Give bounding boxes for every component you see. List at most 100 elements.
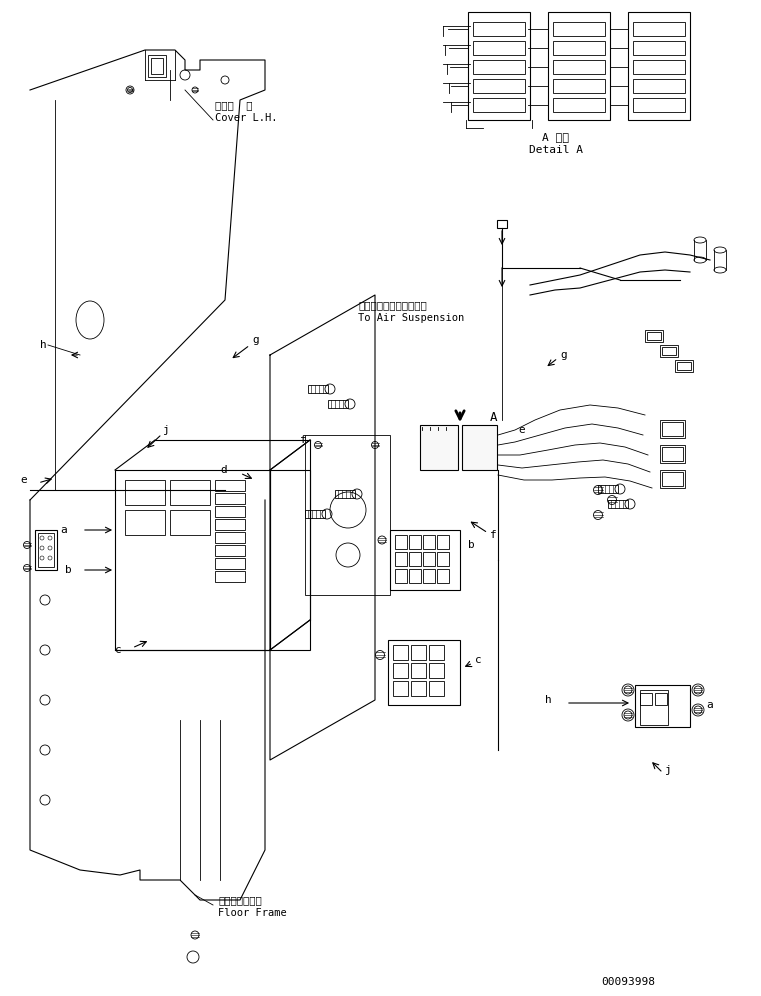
Bar <box>437 552 449 566</box>
Text: c: c <box>475 655 482 665</box>
Bar <box>662 347 676 355</box>
Bar <box>215 493 245 504</box>
Bar <box>393 663 408 678</box>
Bar <box>675 360 693 372</box>
Text: f: f <box>490 530 497 540</box>
Bar <box>409 552 421 566</box>
Bar <box>215 545 245 556</box>
Bar <box>608 500 628 508</box>
Bar <box>660 445 685 463</box>
Text: f: f <box>300 435 307 445</box>
Bar <box>640 693 652 705</box>
Text: g: g <box>560 350 567 360</box>
Text: エアーサスペンションへ: エアーサスペンションへ <box>358 300 427 310</box>
Text: Floor Frame: Floor Frame <box>218 908 287 918</box>
Text: h: h <box>545 695 552 705</box>
Text: a: a <box>706 700 713 710</box>
Bar <box>395 569 407 583</box>
Bar <box>633 98 685 112</box>
Bar <box>170 510 210 535</box>
Text: a: a <box>60 525 67 535</box>
Bar <box>409 569 421 583</box>
Bar <box>553 79 605 93</box>
Bar <box>462 425 497 470</box>
Bar <box>215 571 245 582</box>
Text: c: c <box>115 645 122 655</box>
Text: h: h <box>40 340 46 350</box>
Bar <box>598 485 618 493</box>
Text: b: b <box>65 565 72 575</box>
Bar <box>215 480 245 491</box>
Bar <box>35 530 57 570</box>
Bar <box>393 645 408 660</box>
Bar <box>635 685 690 727</box>
Bar <box>395 535 407 549</box>
Text: j: j <box>665 765 672 775</box>
Bar <box>420 425 458 470</box>
Bar <box>423 552 435 566</box>
Bar <box>429 663 444 678</box>
Bar <box>390 530 460 590</box>
Text: フロアフレーム: フロアフレーム <box>218 895 262 905</box>
Bar <box>411 645 426 660</box>
Bar <box>677 362 691 370</box>
Bar <box>215 532 245 543</box>
Text: カバー  左: カバー 左 <box>215 100 253 110</box>
Bar <box>473 79 525 93</box>
Text: A: A <box>490 410 498 423</box>
Bar <box>660 345 678 357</box>
Text: 00093998: 00093998 <box>601 977 655 987</box>
Bar <box>660 470 685 488</box>
Bar <box>655 693 667 705</box>
Bar <box>423 569 435 583</box>
Text: Cover L.H.: Cover L.H. <box>215 113 278 123</box>
Text: To Air Suspension: To Air Suspension <box>358 313 464 323</box>
Bar <box>148 55 166 77</box>
Bar <box>328 400 348 408</box>
Bar <box>662 447 683 461</box>
Bar <box>38 533 54 567</box>
Bar <box>305 510 325 518</box>
Bar <box>633 60 685 74</box>
Bar <box>497 220 507 228</box>
Bar <box>553 41 605 55</box>
Bar <box>548 12 610 120</box>
Bar <box>553 60 605 74</box>
Bar <box>215 519 245 530</box>
Bar <box>215 558 245 569</box>
Bar <box>473 22 525 36</box>
Bar <box>645 330 663 342</box>
Bar <box>409 535 421 549</box>
Bar <box>429 645 444 660</box>
Bar <box>270 470 310 650</box>
Bar <box>640 690 668 725</box>
Bar <box>393 681 408 696</box>
Bar <box>633 22 685 36</box>
Bar <box>628 12 690 120</box>
Bar <box>662 472 683 486</box>
Bar <box>662 422 683 436</box>
Text: g: g <box>252 335 259 345</box>
Bar <box>437 569 449 583</box>
Text: j: j <box>163 425 170 435</box>
Text: Detail A: Detail A <box>529 145 583 155</box>
Bar <box>473 98 525 112</box>
Bar <box>215 506 245 517</box>
Bar <box>305 435 390 595</box>
Bar <box>411 681 426 696</box>
Bar <box>660 420 685 438</box>
Text: A 詳細: A 詳細 <box>543 132 569 142</box>
Bar <box>633 79 685 93</box>
Bar <box>170 480 210 505</box>
Bar <box>647 332 661 340</box>
Text: e: e <box>20 475 27 485</box>
Bar <box>151 58 163 74</box>
Bar <box>388 640 460 705</box>
Text: e: e <box>518 425 525 435</box>
Bar <box>633 41 685 55</box>
Bar <box>395 552 407 566</box>
Bar <box>473 60 525 74</box>
Bar <box>429 681 444 696</box>
Bar <box>335 490 355 498</box>
Bar <box>411 663 426 678</box>
